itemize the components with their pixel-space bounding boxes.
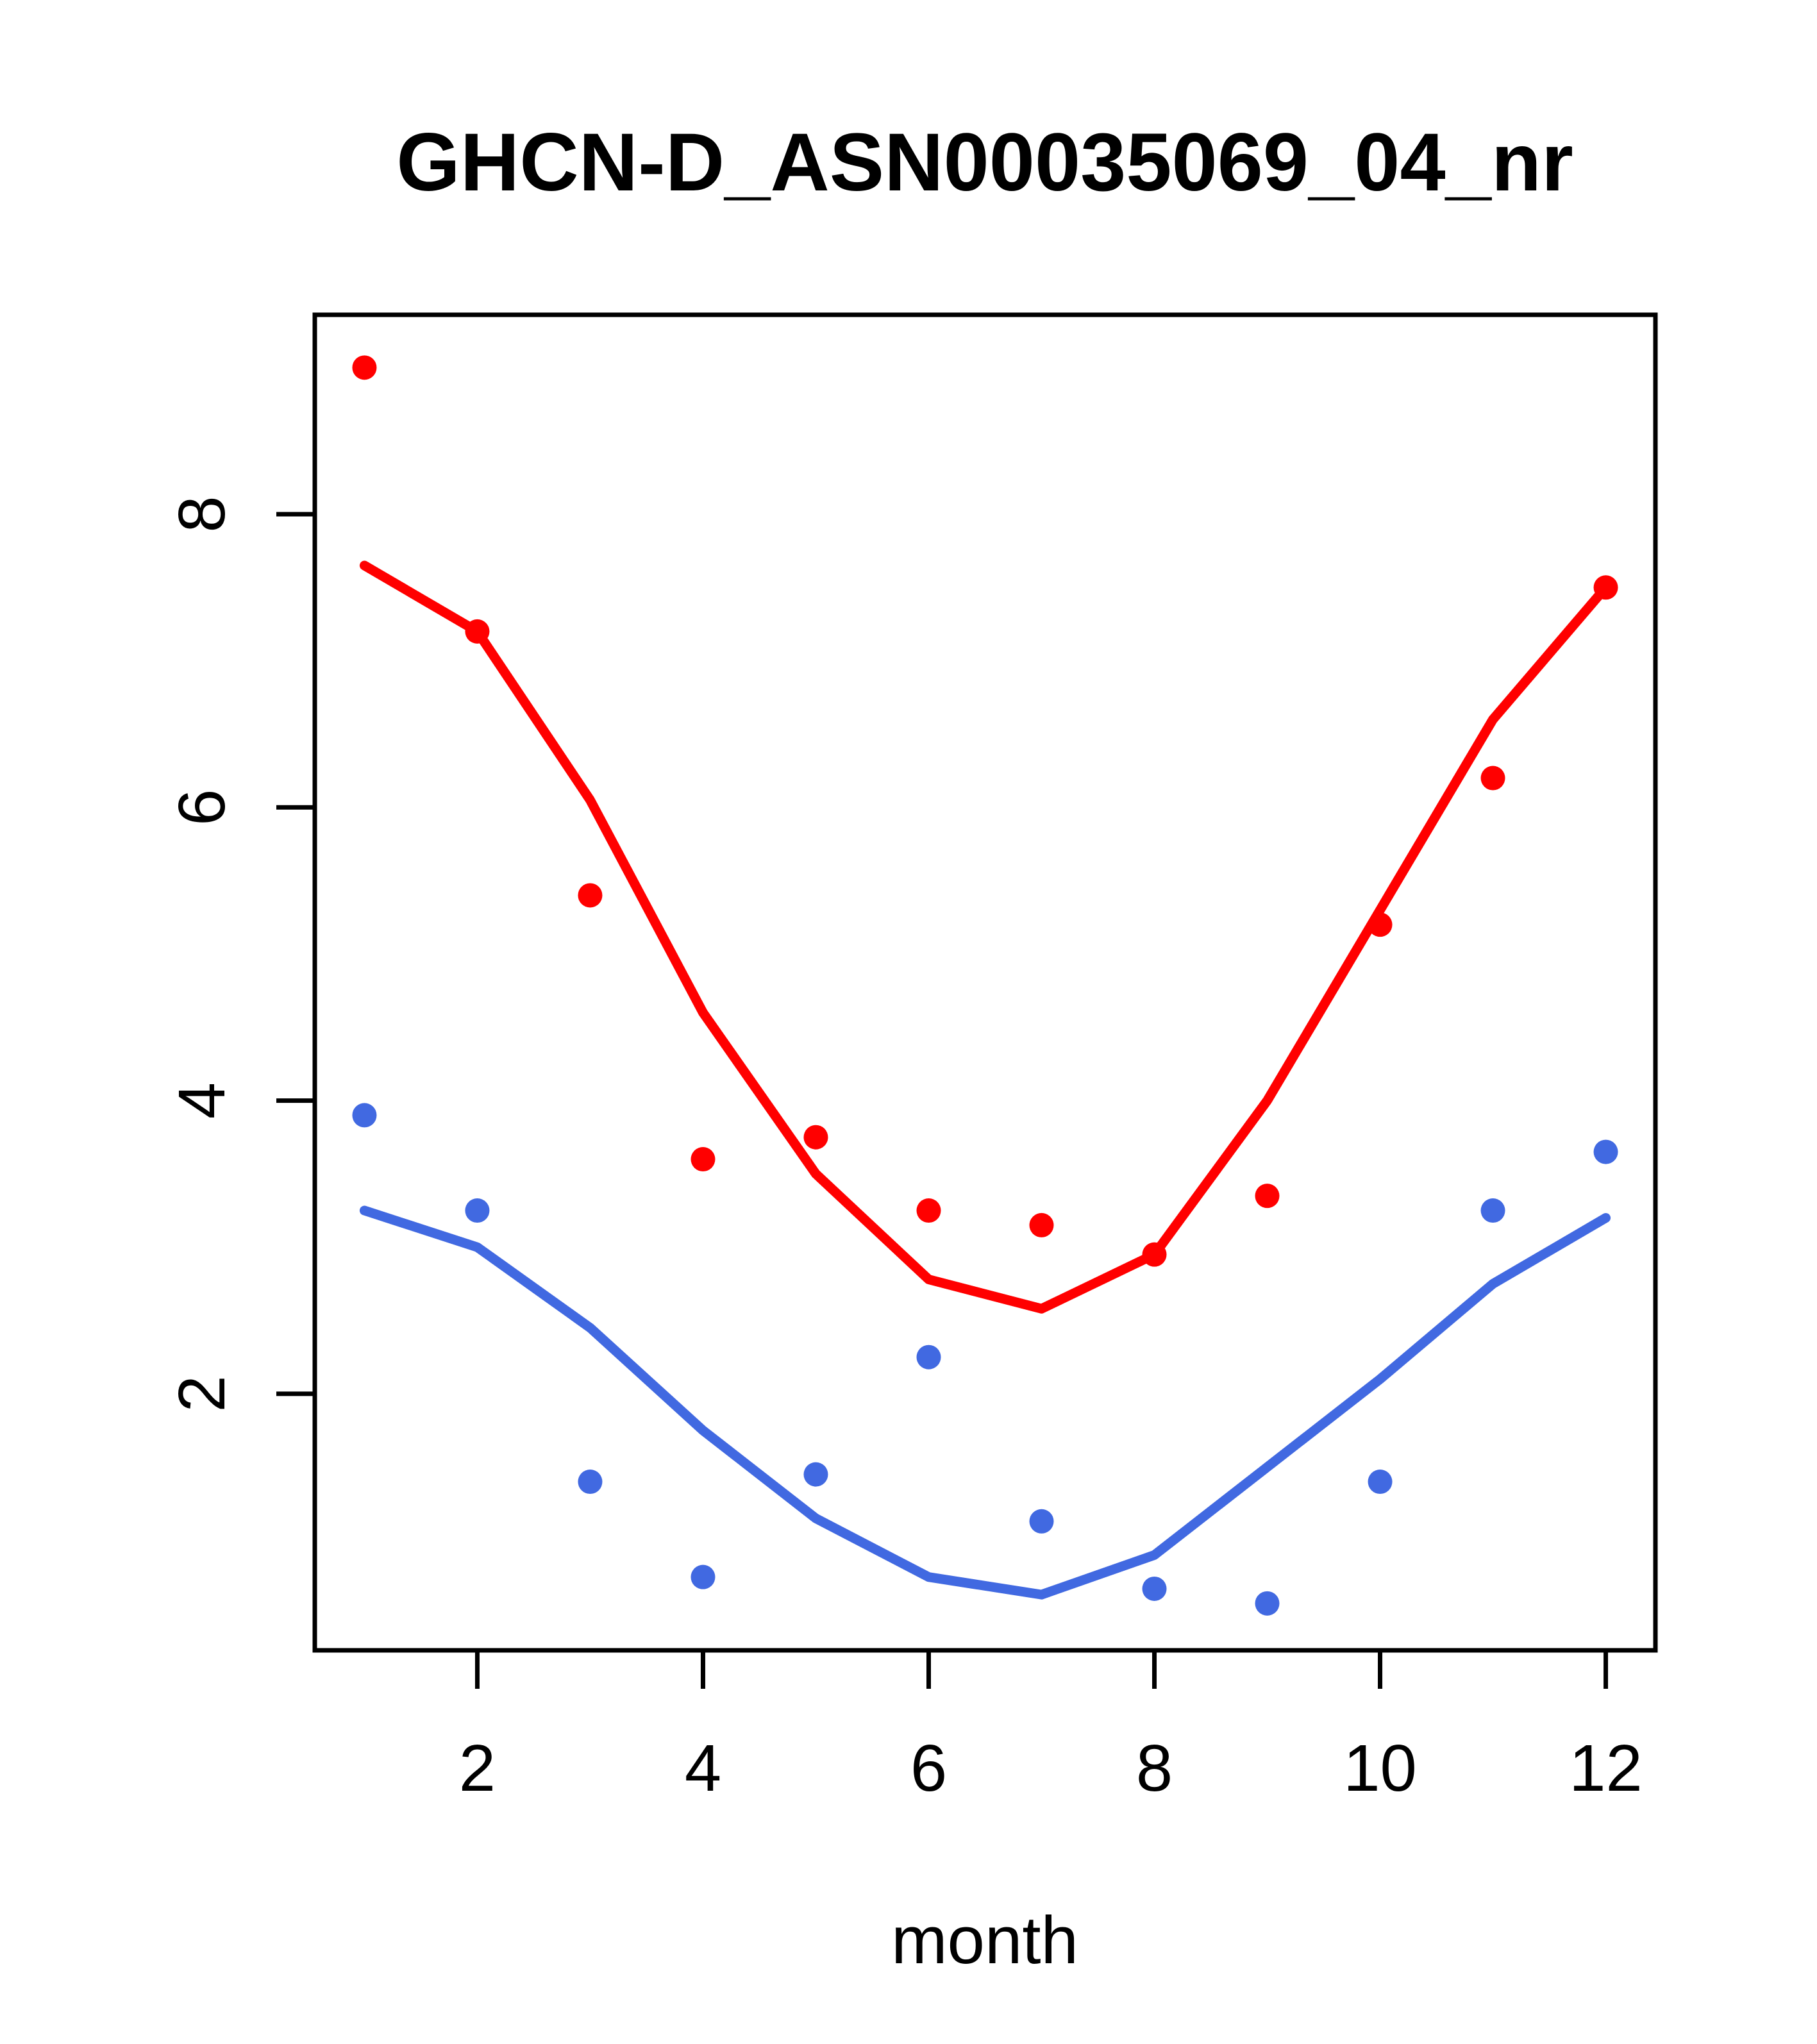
blue-point-m7 [1029, 1509, 1054, 1534]
x-tick-label: 12 [1569, 1731, 1643, 1805]
y-tick-label: 8 [165, 496, 239, 532]
red-point-m6 [916, 1198, 941, 1223]
x-axis-label: month [891, 1903, 1078, 1978]
blue-point-m12 [1593, 1139, 1618, 1164]
blue-point-m2 [465, 1198, 490, 1223]
red-point-m1 [352, 355, 377, 380]
blue-point-m5 [803, 1462, 828, 1487]
blue-point-m1 [352, 1103, 377, 1128]
blue-point-m9 [1255, 1591, 1280, 1616]
red-point-m9 [1255, 1184, 1280, 1209]
blue-point-m8 [1142, 1576, 1167, 1601]
x-tick-label: 10 [1343, 1731, 1417, 1805]
red-trend-line [359, 560, 1611, 1314]
blue-point-m11 [1480, 1198, 1505, 1223]
red-point-m7 [1029, 1212, 1054, 1237]
x-tick-label: 2 [459, 1731, 496, 1805]
red-point-m3 [578, 883, 603, 908]
chart-title: GHCN-D_ASN00035069_04_nr [396, 117, 1573, 208]
x-tick-label: 8 [1136, 1731, 1173, 1805]
blue-point-m6 [916, 1345, 941, 1370]
y-tick-label: 4 [165, 1082, 239, 1119]
y-tick-label: 2 [165, 1375, 239, 1412]
blue-point-m10 [1368, 1470, 1393, 1495]
red-point-m4 [691, 1147, 716, 1172]
blue-trend-line [359, 1205, 1611, 1600]
red-point-m11 [1480, 766, 1505, 791]
y-tick-label: 6 [165, 789, 239, 826]
x-tick-label: 4 [685, 1731, 721, 1805]
blue-point-m3 [578, 1470, 603, 1495]
plot-content: 2 4 6 8 10 12 2 4 6 8 [165, 312, 1658, 1805]
red-point-m5 [803, 1125, 828, 1150]
blue-point-m4 [691, 1564, 716, 1589]
x-tick-label: 6 [910, 1731, 947, 1805]
plot-box [312, 312, 1658, 1653]
